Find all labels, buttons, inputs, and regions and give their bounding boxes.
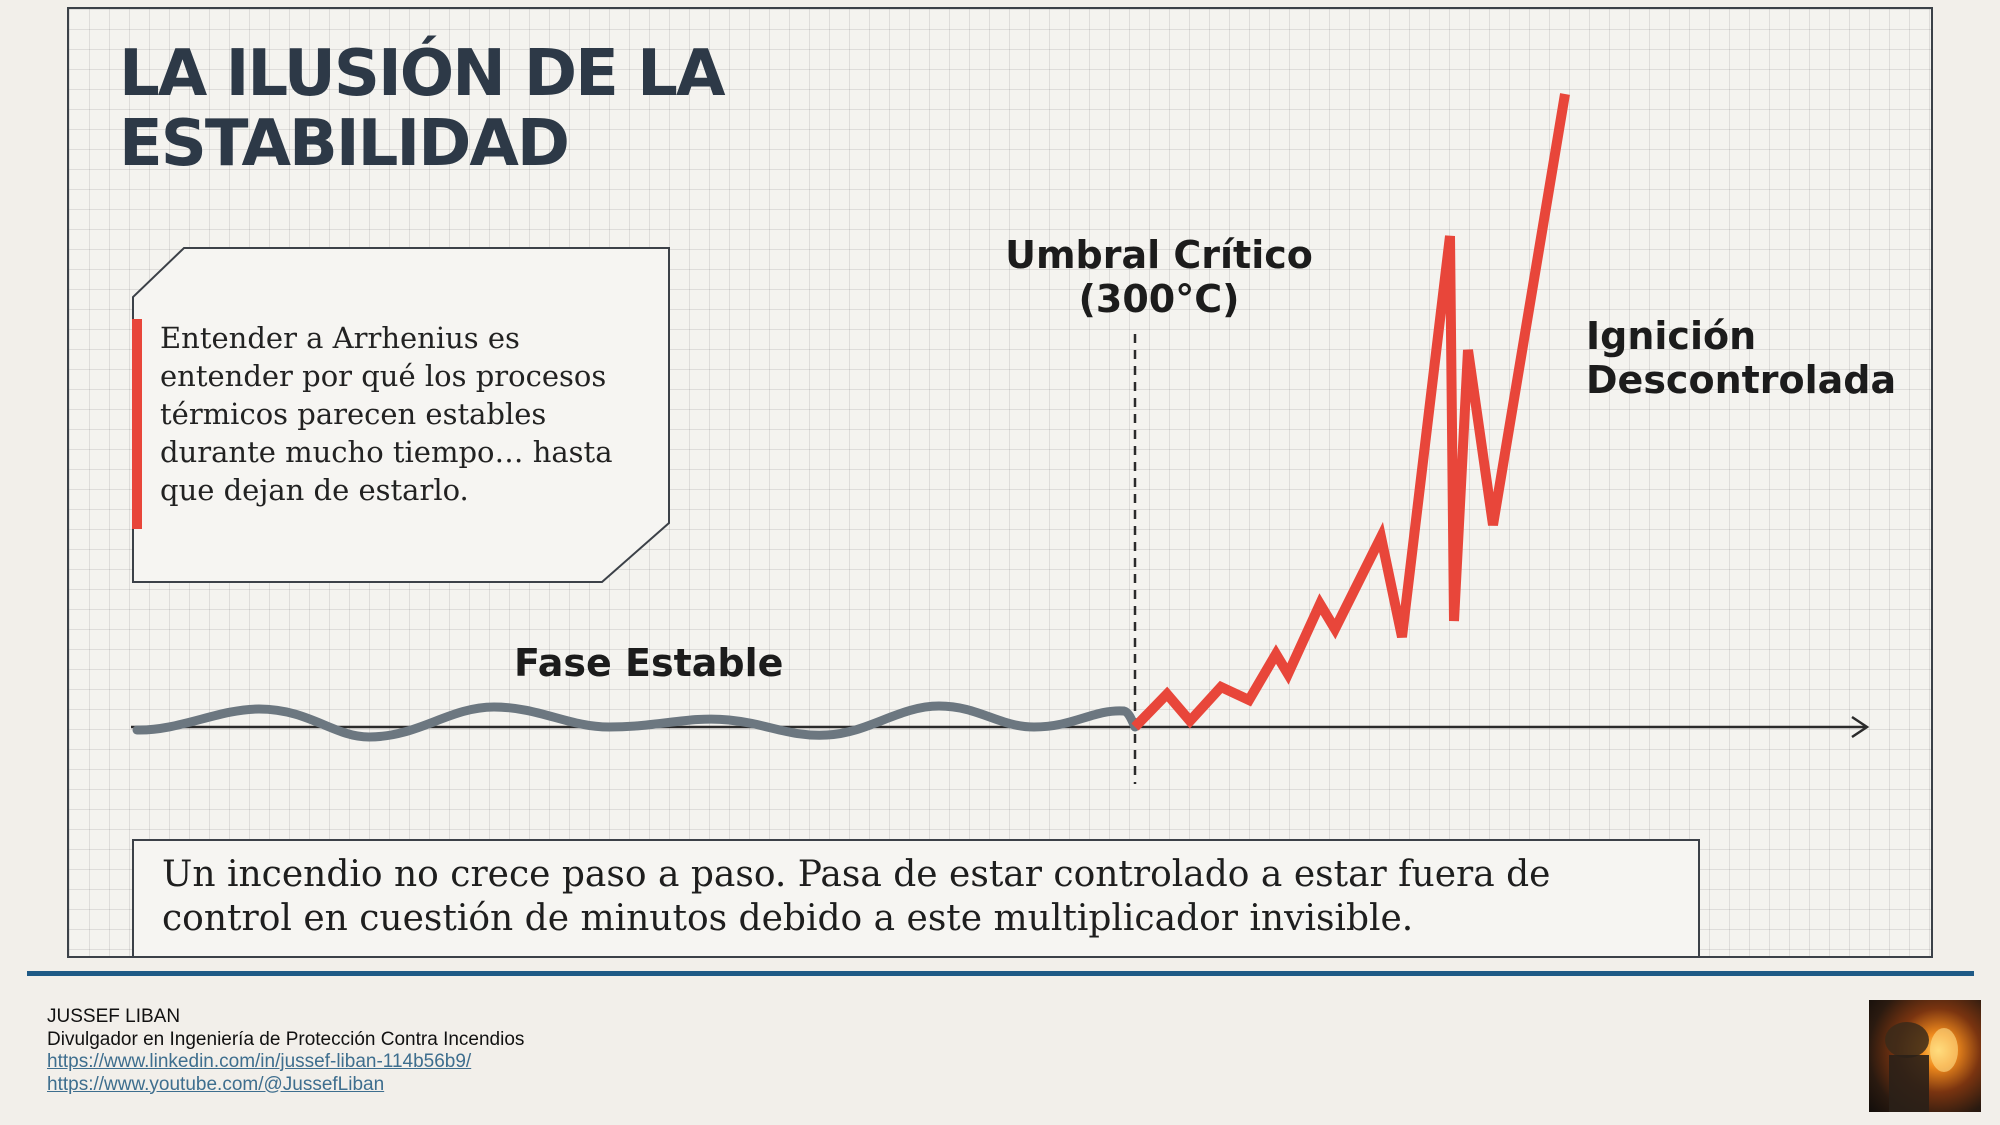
linkedin-link[interactable]: https://www.linkedin.com/in/jussef-liban… <box>47 1051 472 1072</box>
ignition-label-line-1: Ignición <box>1586 314 1757 358</box>
firefighter-photo-icon <box>1869 1000 1981 1112</box>
footer-divider <box>27 971 1974 976</box>
page-title: LA ILUSIÓN DE LA ESTABILIDAD <box>119 37 725 181</box>
title-line-1: LA ILUSIÓN DE LA <box>119 37 725 111</box>
callout-text: Entender a Arrhenius es entender por qué… <box>160 321 613 507</box>
slide-frame: LA ILUSIÓN DE LA ESTABILIDAD Entender a … <box>67 7 1933 958</box>
quote-callout: Entender a Arrhenius es entender por qué… <box>132 247 671 584</box>
threshold-label: Umbral Crítico (300°C) <box>969 233 1349 321</box>
x-axis-arrow-icon <box>1851 715 1870 739</box>
callout-frame <box>132 247 670 583</box>
threshold-label-line-2: (300°C) <box>1078 277 1240 321</box>
callout-accent-bar <box>132 319 142 529</box>
ignition-label: Ignición Descontrolada <box>1586 314 1896 402</box>
ignition-diagram <box>131 93 1870 784</box>
author-name: JUSSEF LIBAN <box>47 1006 181 1027</box>
author-role: Divulgador en Ingeniería de Protección C… <box>47 1028 525 1050</box>
ignition-curve <box>1131 93 1570 731</box>
title-line-2: ESTABILIDAD <box>119 107 570 181</box>
ignition-label-line-2: Descontrolada <box>1586 358 1897 402</box>
conclusion-box: Un incendio no crece paso a paso. Pasa d… <box>132 839 1700 956</box>
stable-phase-label: Fase Estable <box>514 641 784 685</box>
stable-phase-line <box>132 701 1140 742</box>
youtube-link[interactable]: https://www.youtube.com/@JussefLiban <box>47 1073 385 1095</box>
threshold-label-line-1: Umbral Crítico <box>1005 233 1313 277</box>
conclusion-text: Un incendio no crece paso a paso. Pasa d… <box>162 854 1551 939</box>
author-footer: JUSSEF LIBAN Divulgador en Ingeniería de… <box>47 1006 524 1096</box>
